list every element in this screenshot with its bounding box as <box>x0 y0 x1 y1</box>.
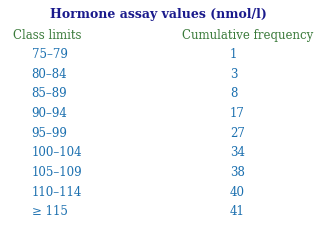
Text: Cumulative frequency: Cumulative frequency <box>182 29 314 42</box>
Text: 17: 17 <box>230 107 245 120</box>
Text: 95–99: 95–99 <box>32 127 68 140</box>
Text: 100–104: 100–104 <box>32 146 82 159</box>
Text: Class limits: Class limits <box>13 29 81 42</box>
Text: 75–79: 75–79 <box>32 48 68 61</box>
Text: 38: 38 <box>230 166 245 179</box>
Text: 85–89: 85–89 <box>32 87 67 100</box>
Text: 90–94: 90–94 <box>32 107 68 120</box>
Text: 27: 27 <box>230 127 245 140</box>
Text: 34: 34 <box>230 146 245 159</box>
Text: Hormone assay values (nmol/l): Hormone assay values (nmol/l) <box>50 8 267 21</box>
Text: 8: 8 <box>230 87 237 100</box>
Text: 80–84: 80–84 <box>32 68 67 81</box>
Text: ≥ 115: ≥ 115 <box>32 205 68 218</box>
Text: 3: 3 <box>230 68 237 81</box>
Text: 40: 40 <box>230 186 245 199</box>
Text: 105–109: 105–109 <box>32 166 82 179</box>
Text: 41: 41 <box>230 205 245 218</box>
Text: 110–114: 110–114 <box>32 186 82 199</box>
Text: 1: 1 <box>230 48 237 61</box>
